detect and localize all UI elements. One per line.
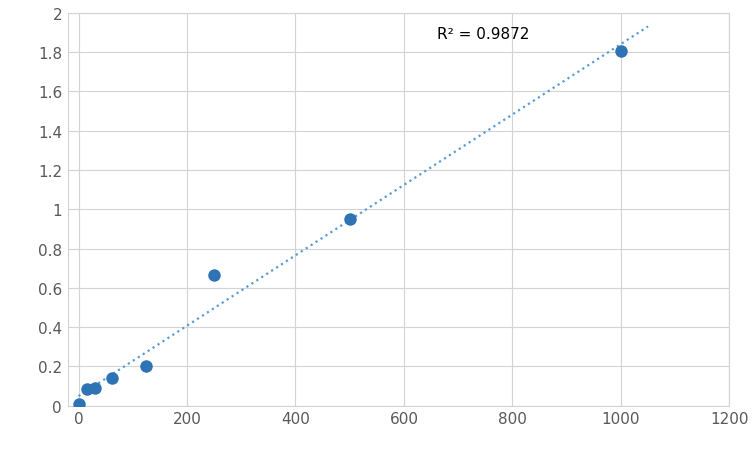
Point [344,216,356,224]
Point [107,375,119,382]
Text: R² = 0.9872: R² = 0.9872 [436,27,529,42]
Point [72,401,84,408]
Point [141,362,153,369]
Point [208,272,220,280]
Point [81,386,93,393]
Point [615,48,627,55]
Point [89,384,102,391]
